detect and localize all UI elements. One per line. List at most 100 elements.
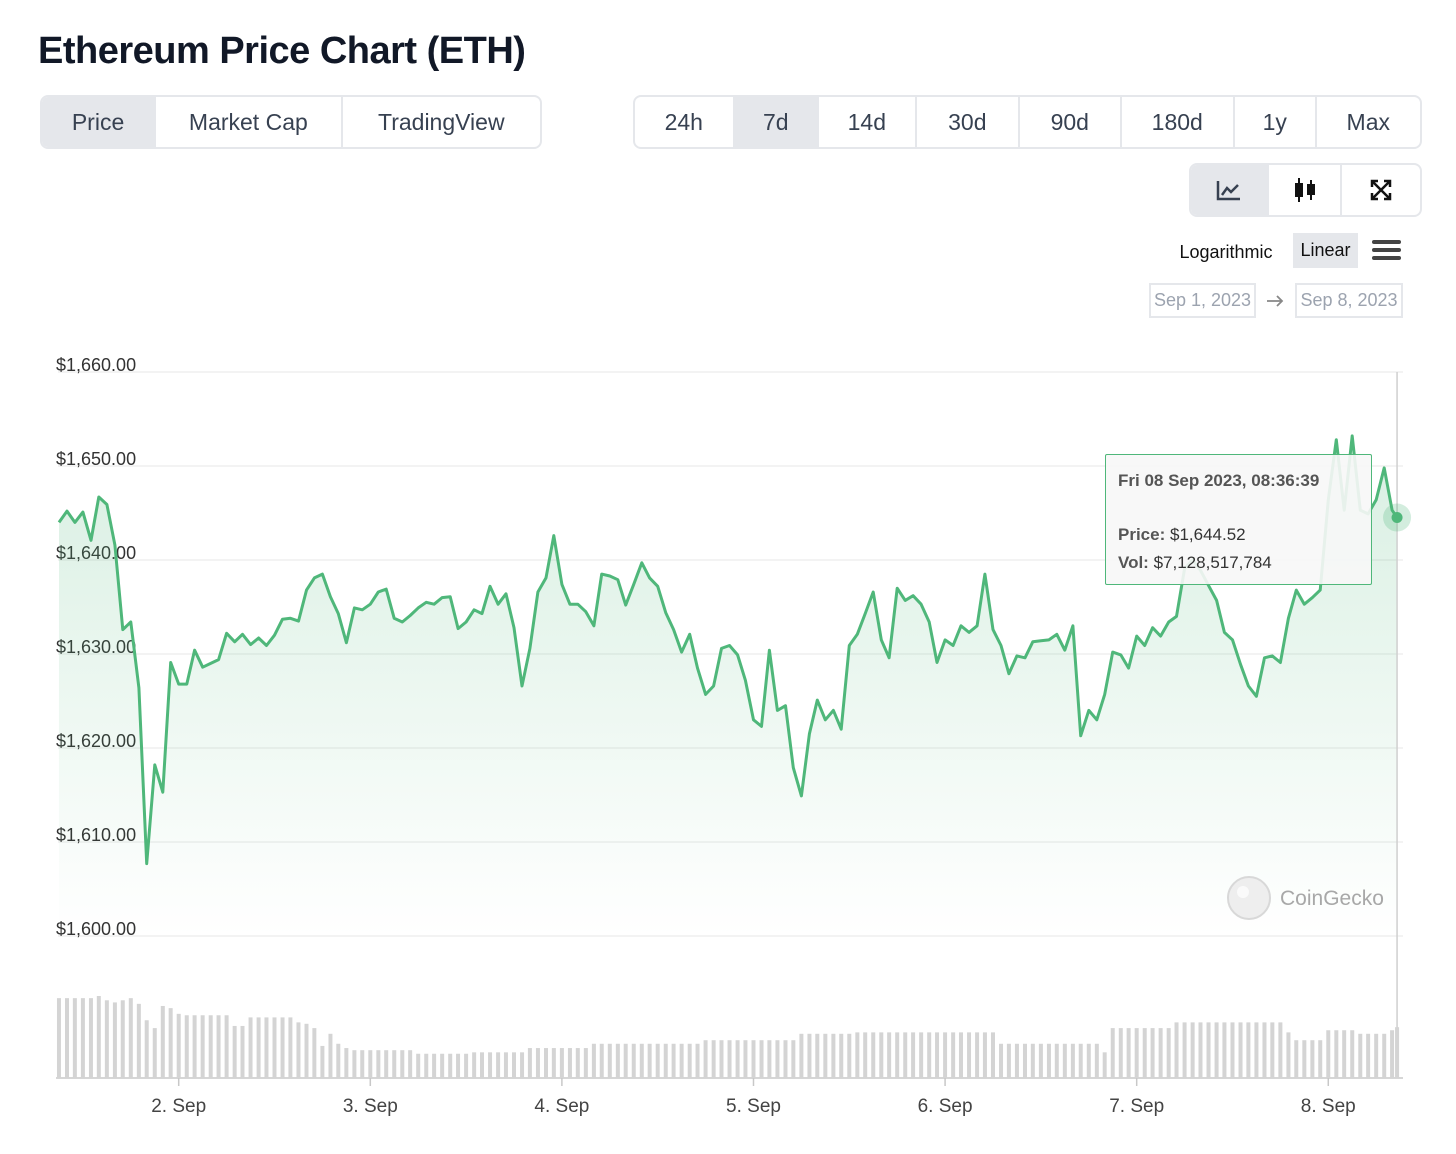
volume-bar — [1350, 1030, 1355, 1078]
volume-bar — [1230, 1022, 1235, 1078]
volume-bar — [1302, 1040, 1307, 1078]
volume-bar — [112, 1002, 117, 1078]
volume-bar — [400, 1050, 405, 1078]
tab[interactable]: TradingView — [378, 108, 505, 135]
volume-bar — [256, 1017, 261, 1078]
volume-bar — [823, 1033, 828, 1078]
volume-bar — [751, 1040, 756, 1078]
volume-bar — [392, 1050, 397, 1078]
x-tick-label: 8. Sep — [1301, 1096, 1356, 1117]
volume-bar — [1070, 1043, 1075, 1078]
volume-bar — [711, 1040, 716, 1078]
expand-icon — [1370, 179, 1392, 201]
volume-bar — [775, 1040, 780, 1078]
volume-bar — [1294, 1040, 1299, 1078]
volume-bar — [543, 1048, 548, 1078]
scale-option[interactable]: Logarithmic — [1179, 242, 1273, 262]
volume-bar — [1006, 1043, 1011, 1078]
y-tick-label: $1,660.00 — [56, 355, 136, 375]
volume-bar — [344, 1048, 349, 1078]
candle-mode-button[interactable] — [1269, 165, 1343, 215]
tooltip-price-label: Price: — [1118, 525, 1166, 544]
volume-bar — [879, 1032, 884, 1078]
volume-bar — [208, 1015, 213, 1078]
volume-bar — [296, 1022, 301, 1078]
volume-bar — [216, 1015, 221, 1078]
chart-mode-group — [1189, 163, 1422, 217]
x-tick-label: 4. Sep — [534, 1096, 589, 1117]
volume-bar — [144, 1020, 149, 1078]
menu-button[interactable] — [1372, 238, 1401, 264]
volume-bar — [1246, 1022, 1251, 1078]
volume-bar — [615, 1043, 620, 1078]
volume-bar — [336, 1043, 341, 1078]
volume-bar — [990, 1032, 995, 1078]
volume-bar — [639, 1043, 644, 1078]
tooltip: Fri 08 Sep 2023, 08:36:39 Price: $1,644.… — [1105, 454, 1372, 585]
volume-bar — [1014, 1043, 1019, 1078]
volume-bar — [687, 1043, 692, 1078]
volume-bar — [1262, 1022, 1267, 1078]
volume-bar — [967, 1032, 972, 1078]
volume-bar — [535, 1048, 540, 1078]
volume-bar — [1046, 1043, 1051, 1078]
volume-bar — [1366, 1033, 1371, 1078]
volume-bar — [791, 1040, 796, 1078]
volume-bar — [408, 1050, 413, 1078]
volume-bar — [1062, 1043, 1067, 1078]
scale-option[interactable]: Linear — [1293, 233, 1358, 268]
volume-bar — [1038, 1043, 1043, 1078]
line-icon — [1216, 181, 1240, 201]
arrow-icon — [1267, 295, 1284, 307]
volume-bar — [480, 1052, 485, 1078]
range-button[interactable]: 30d — [917, 97, 1021, 147]
volume-bar — [1342, 1030, 1347, 1078]
range-button[interactable]: 1y — [1235, 97, 1317, 147]
volume-bar — [1390, 1030, 1395, 1078]
fullscreen-button[interactable] — [1342, 165, 1420, 215]
volume-bar — [1094, 1043, 1099, 1078]
volume-bar — [80, 998, 85, 1078]
volume-bar — [152, 1028, 157, 1078]
range-button[interactable]: 24h — [635, 97, 735, 147]
volume-bar — [1118, 1028, 1123, 1078]
range-button[interactable]: 7d — [734, 97, 820, 147]
volume-bar — [432, 1053, 437, 1078]
volume-bar — [903, 1032, 908, 1078]
volume-bar — [719, 1040, 724, 1078]
volume-bar — [264, 1017, 269, 1078]
volume-bar — [352, 1050, 357, 1078]
range-button[interactable]: 14d — [819, 97, 917, 147]
volume-bar — [1395, 1027, 1400, 1078]
volume-bar — [304, 1023, 309, 1078]
volume-bar — [1166, 1028, 1171, 1078]
tab[interactable]: Price — [42, 97, 157, 147]
volume-bar — [128, 998, 133, 1078]
volume-bar — [1358, 1033, 1363, 1078]
volume-bar — [503, 1052, 508, 1078]
watermark-logo-eye — [1237, 886, 1249, 898]
volume-bar — [184, 1015, 189, 1078]
volume-bar — [847, 1033, 852, 1078]
volume-bar — [56, 998, 61, 1078]
volume-bar — [623, 1043, 628, 1078]
volume-bar — [288, 1017, 293, 1078]
volume-bar — [895, 1032, 900, 1078]
volume-bar — [815, 1033, 820, 1078]
range-button[interactable]: 90d — [1020, 97, 1122, 147]
date-arrow — [1264, 290, 1286, 312]
volume-bar — [376, 1050, 381, 1078]
volume-bar — [1382, 1033, 1387, 1078]
volume-bar — [240, 1025, 245, 1078]
line-mode-button[interactable] — [1191, 165, 1269, 215]
volume-bar — [599, 1043, 604, 1078]
volume-bar — [911, 1032, 916, 1078]
tab[interactable]: Market Cap — [156, 97, 343, 147]
volume-bar — [1142, 1028, 1147, 1078]
volume-bar — [488, 1052, 493, 1078]
date-to-input[interactable]: Sep 8, 2023 — [1295, 283, 1403, 318]
range-button[interactable]: Max — [1346, 108, 1390, 135]
range-button[interactable]: 180d — [1122, 97, 1235, 147]
date-from-input[interactable]: Sep 1, 2023 — [1149, 283, 1256, 318]
